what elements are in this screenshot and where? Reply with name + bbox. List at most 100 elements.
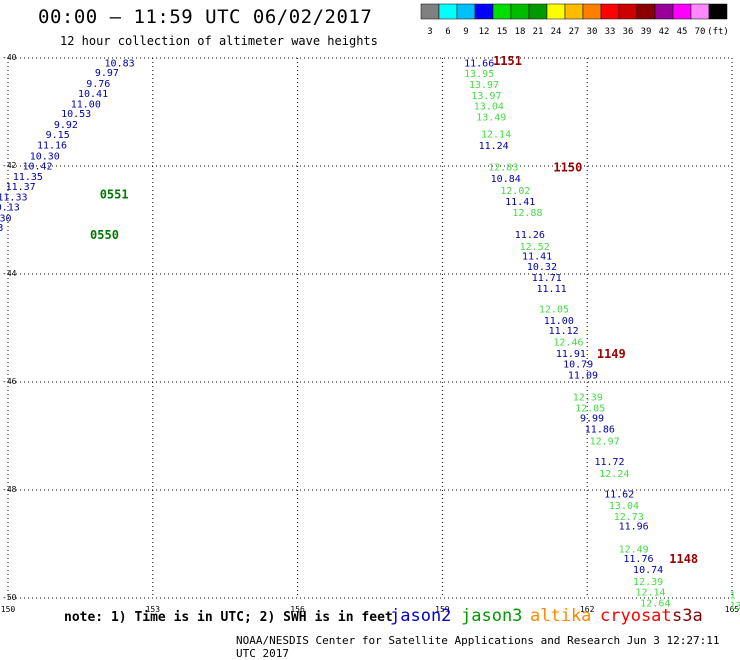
jason3-swh-value: 12.24 [599, 469, 629, 480]
legend-jason3: jason3 [461, 606, 523, 626]
jason2-swh-value: 10.53 [61, 109, 91, 120]
jason2-swh-value: 11.16 [37, 140, 67, 151]
color-scale-label: 27 [569, 27, 580, 37]
x-tick-label: 153 [146, 605, 161, 614]
legend-cryosat: cryosat [600, 606, 672, 626]
wave-height-plot: -40 -42 -44 -46 -48 -50 150 153 156 159 162 165 10.8… [0, 53, 740, 614]
jason2-swh-value: 11.91 [556, 349, 586, 360]
jason2-swh-value: 11.41 [522, 252, 552, 263]
jason2-swh-value: 11.37 [6, 182, 36, 193]
color-scale-label: 42 [659, 27, 670, 37]
jason2-swh-value: 10.74 [633, 565, 663, 576]
jason3-swh-value: 12.14 [635, 588, 665, 599]
jason2-swh-value: 9.15 [46, 130, 70, 141]
color-scale-label: 24 [551, 27, 562, 37]
jason2-swh-value: 11.41 [505, 197, 535, 208]
jason3-swh-value: 12.46 [553, 338, 583, 349]
x-tick-label: 159 [435, 605, 450, 614]
jason2-swh-value: 9.92 [54, 120, 78, 131]
jason2-swh-value: 9.76 [86, 79, 110, 90]
jason2-swh-value: 11.26 [515, 230, 545, 241]
jason3-swh-value: 13.95 [464, 69, 494, 80]
jason2-swh-value: 11.12 [549, 326, 579, 337]
jason2-swh-value: 10.41 [78, 89, 108, 100]
color-scale-label: 30 [587, 27, 598, 37]
jason3-swh-value: 12.14 [481, 130, 511, 141]
jason3-swh-value: 12.39 [573, 393, 603, 404]
jason2-swh-value: 10.30 [0, 213, 12, 224]
jason2-swh-value: 9.99 [580, 414, 604, 425]
color-scale-label: 39 [641, 27, 652, 37]
jason2-swh-value: 11.24 [479, 141, 509, 152]
jason2-swh-value: 11.33 [0, 192, 27, 203]
legend-altika: altika [530, 606, 592, 626]
color-scale-label: 6 [445, 27, 450, 37]
jason2-swh-value: 11.76 [623, 554, 653, 565]
color-scale-legend: 3 6 9 12 15 18 21 24 27 30 33 36 39 42 45 70 (ft) [420, 3, 729, 37]
color-scale-label: 36 [623, 27, 634, 37]
x-tick-label: 165 [725, 605, 740, 614]
jason3-swh-value: 12.49 [619, 544, 649, 555]
jason3-swh-value: 13.97 [471, 91, 501, 102]
jason2-swh-value: 11.71 [532, 273, 562, 284]
pass-time-label: 0551 [100, 188, 129, 202]
color-scale-label: 45 [677, 27, 688, 37]
jason3-swh-value: 12.52 [520, 242, 550, 253]
color-scale-label: 15 [497, 27, 508, 37]
y-tick-label: -48 [2, 485, 17, 494]
jason3-swh-value: 12.05 [575, 403, 605, 414]
y-tick-label: -46 [2, 377, 17, 386]
jason3-swh-value: 12.88 [512, 208, 542, 219]
color-scale-label: 12 [479, 27, 490, 37]
jason3-swh-value: 12.39 [633, 577, 663, 588]
pass-time-label: 1150 [553, 161, 582, 175]
jason2-swh-value: 10.79 [563, 360, 593, 371]
pass-time-label: 1149 [597, 347, 626, 361]
jason2-swh-value: 10.13 [0, 203, 20, 214]
jason2-swh-value: 11.00 [71, 99, 101, 110]
jason3-swh-value: 12.97 [590, 436, 620, 447]
jason2-swh-value: 11.35 [13, 172, 43, 183]
pass-time-label: 1151 [493, 54, 522, 68]
jason2-swh-value: 11.09 [568, 371, 598, 382]
color-scale-label: (ft) [707, 27, 729, 37]
jason2-swh-value: 11.00 [544, 316, 574, 327]
jason2-swh-value: 10.32 [527, 262, 557, 273]
legend-jason2: jason2 [390, 606, 452, 626]
jason3-swh-value: 12.83 [488, 163, 518, 174]
x-tick-label: 156 [290, 605, 305, 614]
jason3-swh-value: 13.97 [469, 80, 499, 91]
pass-time-label: 0550 [90, 228, 119, 242]
jason3-swh-value: 12.73 [614, 512, 644, 523]
jason2-swh-value: 10.42 [22, 162, 52, 173]
color-scale-label: 21 [533, 27, 544, 37]
legend-s3a: s3a [672, 606, 703, 626]
jason3-swh-value: 12.02 [500, 186, 530, 197]
x-tick-label: 162 [580, 605, 595, 614]
x-tick-label: 150 [1, 605, 16, 614]
jason2-swh-value: 10.83 [105, 58, 135, 69]
jason3-swh-value: 13.04 [609, 501, 639, 512]
jason2-swh-value: 11.11 [537, 284, 567, 295]
jason2-swh-value: 9.97 [95, 68, 119, 79]
y-tick-label: -50 [2, 593, 17, 602]
color-scale-label: 18 [515, 27, 526, 37]
page-subtitle: 12 hour collection of altimeter wave hei… [60, 34, 378, 48]
jason3-swh-value: 12.05 [539, 305, 569, 316]
page-title: 00:00 – 11:59 UTC 06/02/2017 [38, 6, 373, 28]
pass-time-label: 1148 [669, 552, 698, 566]
jason2-swh-value: 11.96 [619, 522, 649, 533]
color-scale-label: 3 [427, 27, 432, 37]
jason2-swh-value: 11.72 [594, 457, 624, 468]
y-tick-label: -44 [2, 269, 17, 278]
footer-note: note: 1) Time is in UTC; 2) SWH is in fe… [64, 610, 393, 625]
jason2-swh-value: 11.86 [585, 425, 615, 436]
jason2-swh-value: 10.84 [491, 174, 521, 185]
jason3-swh-value: 12.64 [640, 598, 670, 609]
jason3-swh-value: 1 [730, 590, 736, 601]
y-tick-label: -42 [2, 161, 17, 170]
color-scale-label: 9 [463, 27, 468, 37]
jason3-swh-value: 13.04 [474, 102, 504, 113]
footer-credit: NOAA/NESDIS Center for Satellite Applica… [236, 634, 720, 660]
